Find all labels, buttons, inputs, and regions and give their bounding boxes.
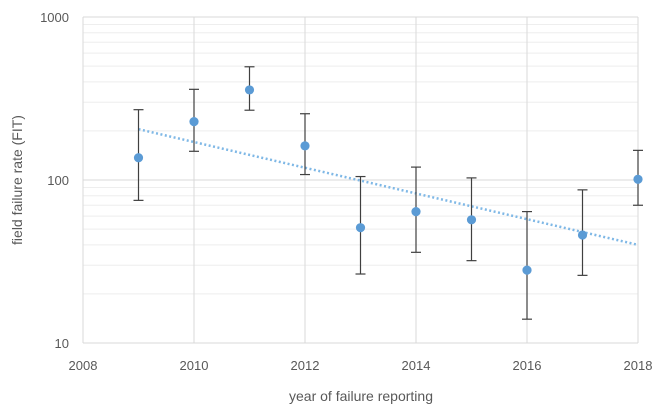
data-point: [633, 174, 643, 184]
y-tick-label: 100: [47, 173, 69, 188]
error-bar: [522, 210, 532, 320]
x-tick-label: 2012: [291, 358, 320, 373]
data-point: [411, 206, 421, 217]
data-point: [522, 265, 532, 275]
data-point: [577, 230, 588, 240]
data-point: [355, 223, 366, 233]
y-axis-title: field failure rate (FIT): [9, 115, 25, 245]
data-points: [133, 85, 643, 275]
x-tick-label: 2010: [180, 358, 209, 373]
data-point: [133, 153, 144, 163]
y-tick-label: 10: [55, 336, 69, 351]
data-point: [189, 117, 199, 127]
x-tick-label: 2008: [69, 358, 98, 373]
x-tick-label: 2018: [624, 358, 653, 373]
error-bars: [133, 66, 643, 320]
y-tick-labels: 10 100 1000: [40, 10, 69, 351]
data-point: [466, 215, 477, 225]
x-tick-label: 2016: [513, 358, 542, 373]
x-axis-title: year of failure reporting: [289, 388, 433, 404]
data-point: [300, 141, 310, 151]
data-point: [244, 85, 255, 95]
x-tick-labels: 2008 2010 2012 2014 2016 2018: [69, 358, 653, 373]
x-tick-label: 2014: [402, 358, 431, 373]
y-tick-label: 1000: [40, 10, 69, 25]
